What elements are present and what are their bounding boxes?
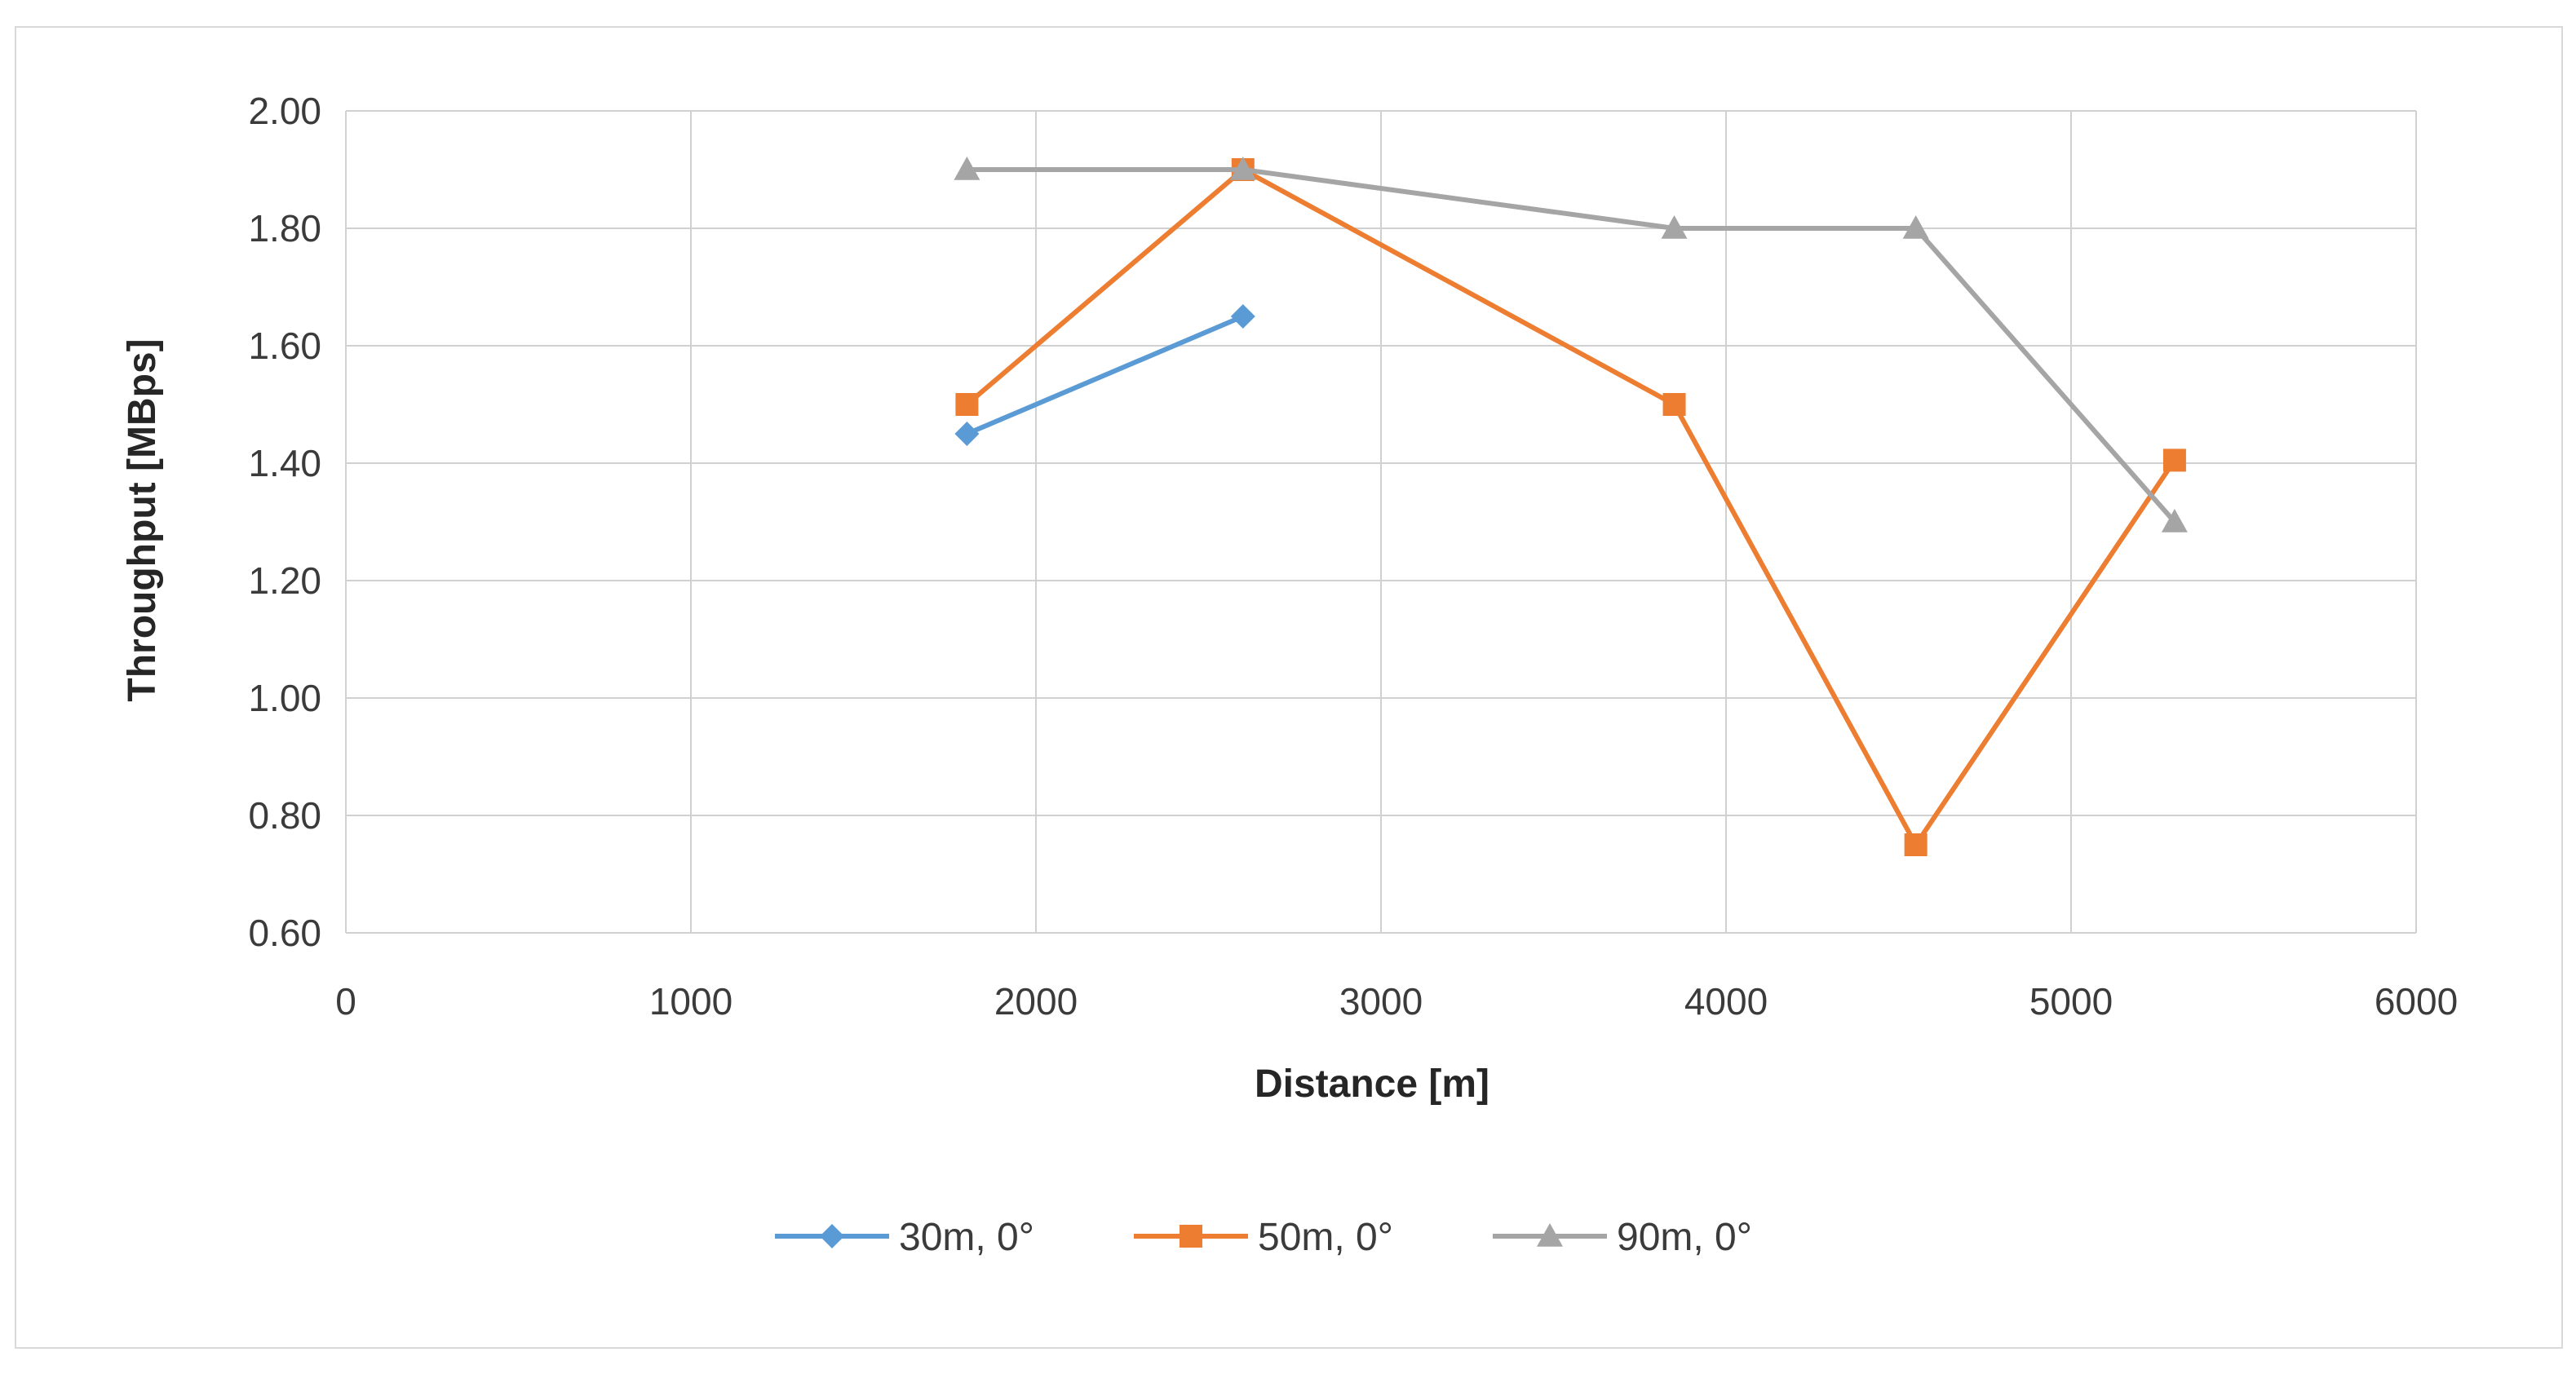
series-2 xyxy=(955,158,2186,856)
legend-label: 50m, 0° xyxy=(1258,1216,1393,1259)
x-tick-label: 1000 xyxy=(649,980,733,1023)
x-tick-label: 3000 xyxy=(1339,980,1423,1023)
legend-label: 30m, 0° xyxy=(899,1216,1034,1259)
x-tick-label: 0 xyxy=(335,980,356,1023)
legend-item: 50m, 0° xyxy=(1134,1216,1393,1259)
series-line xyxy=(965,167,2177,847)
x-tick-label: 6000 xyxy=(2375,980,2458,1023)
data-point xyxy=(2162,448,2186,472)
x-tick-label: 2000 xyxy=(994,980,1078,1023)
data-series xyxy=(954,157,2188,856)
data-point xyxy=(955,393,979,416)
data-point xyxy=(954,157,980,180)
data-point xyxy=(1662,393,1686,416)
legend-marker xyxy=(1180,1225,1202,1248)
data-point xyxy=(1661,215,1688,239)
legend-label: 90m, 0° xyxy=(1617,1216,1752,1259)
grid-lines xyxy=(345,110,2417,934)
data-point xyxy=(1229,157,1256,180)
series-3 xyxy=(954,157,2188,532)
series-line xyxy=(966,314,1244,436)
y-tick-label: 0.80 xyxy=(248,794,321,837)
x-tick-label: 4000 xyxy=(1684,980,1768,1023)
legend-marker xyxy=(1537,1223,1563,1247)
y-axis-title: Throughput [MBps] xyxy=(121,338,164,701)
data-point xyxy=(1902,215,1929,239)
data-point xyxy=(1230,304,1255,329)
axis-tick-labels: 0.60 0.80 1.00 1.20 1.40 1.60 1.80 2.00 0 1000 200… xyxy=(248,90,2458,1023)
data-point xyxy=(1904,833,1928,856)
legend-item: 90m, 0° xyxy=(1493,1216,1752,1259)
series-1 xyxy=(954,304,1255,446)
legend-item: 30m, 0° xyxy=(775,1216,1034,1259)
x-axis-title: Distance [m] xyxy=(1255,1063,1489,1106)
y-tick-label: 1.20 xyxy=(248,559,321,602)
y-tick-label: 0.60 xyxy=(248,912,321,954)
chart-frame xyxy=(15,26,2563,1349)
x-tick-label: 5000 xyxy=(2029,980,2113,1023)
legend: 30m, 0° 50m, 0° 90m, 0° xyxy=(775,1216,1752,1259)
legend-marker xyxy=(820,1224,844,1248)
y-tick-label: 1.40 xyxy=(248,442,321,484)
y-tick-label: 2.00 xyxy=(248,90,321,132)
y-tick-label: 1.60 xyxy=(248,325,321,367)
data-point xyxy=(954,422,980,446)
data-point xyxy=(2161,509,2188,532)
y-tick-label: 1.80 xyxy=(248,207,321,250)
y-tick-label: 1.00 xyxy=(248,677,321,719)
